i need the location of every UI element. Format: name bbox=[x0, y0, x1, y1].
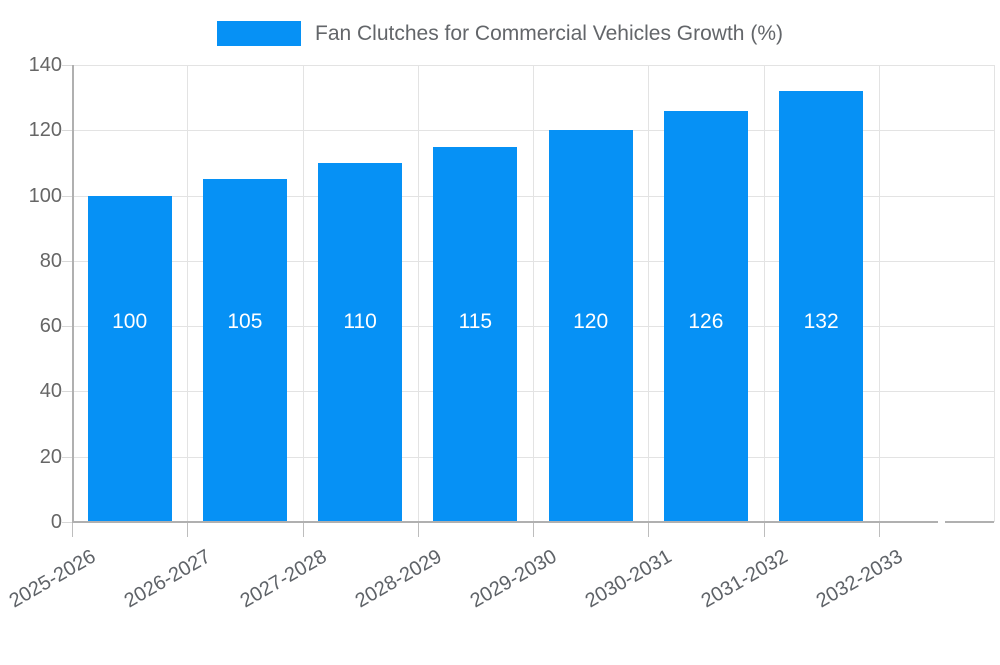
chart-legend: Fan Clutches for Commercial Vehicles Gro… bbox=[0, 14, 1000, 52]
bar-value-label: 110 bbox=[343, 310, 377, 333]
bar-chart: Fan Clutches for Commercial Vehicles Gro… bbox=[0, 14, 1000, 612]
bar-value-label: 132 bbox=[803, 310, 839, 333]
bar[interactable] bbox=[548, 130, 633, 522]
x-axis-tick-mark bbox=[418, 523, 419, 537]
bar-value-label: 120 bbox=[573, 310, 609, 333]
gridline-vertical bbox=[994, 65, 995, 522]
bar[interactable] bbox=[87, 195, 172, 522]
bar[interactable] bbox=[202, 179, 287, 522]
x-axis-tick-mark bbox=[187, 523, 188, 537]
x-axis-line bbox=[72, 521, 994, 523]
bar-value-label: 100 bbox=[112, 310, 148, 333]
x-axis-tick-mark bbox=[533, 523, 534, 537]
x-axis-tick-mark bbox=[764, 523, 765, 537]
gridline-vertical bbox=[418, 65, 419, 522]
gridline-vertical bbox=[764, 65, 765, 522]
y-axis-tick-label: 0 bbox=[50, 511, 62, 533]
bar[interactable] bbox=[779, 91, 864, 522]
plot-area: 100 105 110 115 120 126 132 bbox=[72, 65, 995, 523]
y-axis-tick-label: 20 bbox=[39, 445, 62, 468]
bar-value-label: 115 bbox=[458, 310, 493, 333]
y-axis-tick-mark bbox=[62, 391, 72, 393]
y-axis-tick-mark bbox=[62, 522, 72, 523]
bar[interactable] bbox=[663, 110, 748, 522]
x-axis-tick-mark bbox=[879, 523, 880, 537]
y-axis-tick-label: 80 bbox=[39, 249, 62, 272]
bar-value-label: 126 bbox=[688, 310, 724, 333]
y-axis-tick-mark bbox=[62, 456, 72, 458]
gridline-vertical bbox=[648, 65, 649, 522]
x-axis-tick-mark bbox=[303, 523, 304, 537]
gridline-vertical bbox=[303, 65, 304, 522]
y-axis-tick-label: 120 bbox=[28, 119, 62, 142]
y-axis-tick-label: 100 bbox=[28, 184, 62, 207]
gridline-vertical bbox=[533, 65, 534, 522]
x-axis-tick-mark bbox=[72, 523, 73, 537]
x-axis-tick-mark bbox=[648, 523, 649, 537]
y-axis-tick-label: 40 bbox=[39, 380, 62, 403]
gridline-vertical bbox=[879, 65, 880, 522]
legend-label: Fan Clutches for Commercial Vehicles Gro… bbox=[315, 21, 783, 45]
bar[interactable] bbox=[318, 162, 403, 522]
y-axis-tick-label: 60 bbox=[39, 315, 62, 338]
bar[interactable] bbox=[433, 146, 518, 522]
x-axis-line-gap bbox=[938, 521, 945, 523]
y-axis-tick-mark bbox=[62, 195, 72, 197]
legend-item-fan-clutches[interactable]: Fan Clutches for Commercial Vehicles Gro… bbox=[217, 20, 783, 46]
y-axis-tick-mark bbox=[62, 130, 72, 132]
bar-value-label: 105 bbox=[227, 310, 263, 333]
y-axis-tick-mark bbox=[62, 260, 72, 262]
legend-swatch-icon bbox=[217, 20, 301, 46]
y-axis-tick-label: 140 bbox=[28, 54, 62, 76]
y-axis-line bbox=[72, 65, 74, 523]
y-axis-tick-mark bbox=[62, 65, 72, 66]
y-axis-tick-mark bbox=[62, 326, 72, 328]
gridline-vertical bbox=[187, 65, 188, 522]
